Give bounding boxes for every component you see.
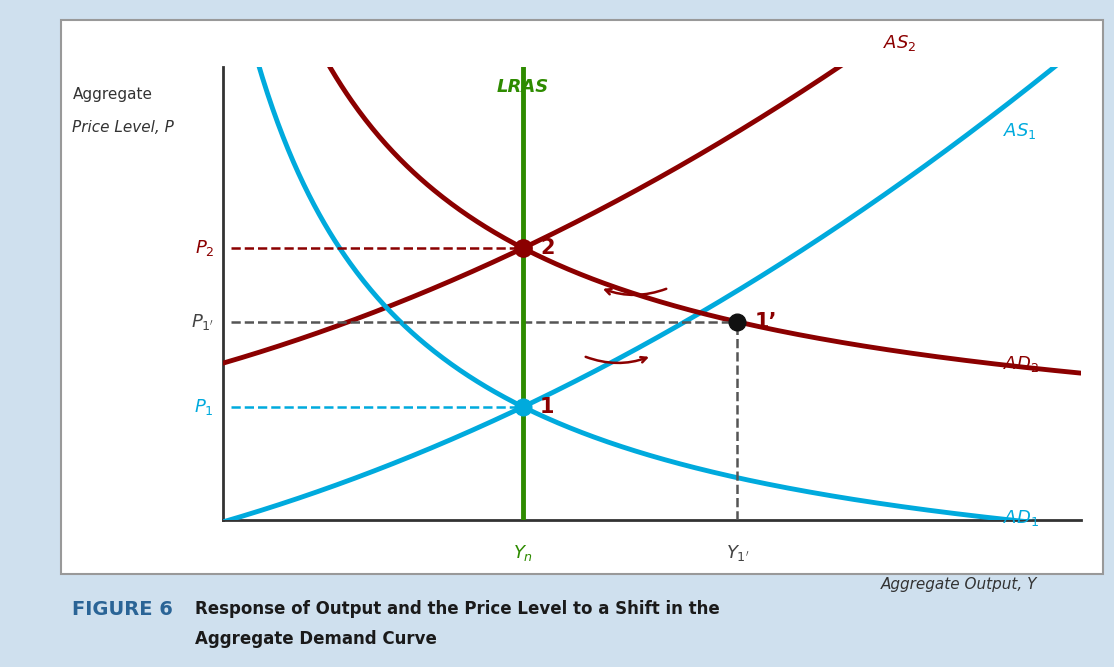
Text: Aggregate Output, Y: Aggregate Output, Y [881, 577, 1038, 592]
Text: FIGURE 6: FIGURE 6 [72, 600, 174, 619]
Text: $P_{1'}$: $P_{1'}$ [190, 312, 214, 331]
Text: $AS_1$: $AS_1$ [1004, 121, 1037, 141]
Text: $P_1$: $P_1$ [195, 397, 214, 417]
Text: $P_2$: $P_2$ [195, 238, 214, 258]
Text: Response of Output and the Price Level to a Shift in the: Response of Output and the Price Level t… [195, 600, 720, 618]
Text: $Y_{1'}$: $Y_{1'}$ [725, 543, 750, 563]
Text: $AD_2$: $AD_2$ [1004, 354, 1039, 374]
Text: $AD_1$: $AD_1$ [1004, 508, 1039, 528]
Text: $AS_2$: $AS_2$ [883, 33, 917, 53]
Text: Price Level, P: Price Level, P [72, 120, 174, 135]
Text: $Y_n$: $Y_n$ [512, 543, 534, 563]
Text: 2: 2 [540, 238, 555, 258]
Text: Aggregate Demand Curve: Aggregate Demand Curve [195, 630, 437, 648]
Text: 1’: 1’ [754, 312, 778, 331]
Text: Aggregate: Aggregate [72, 87, 153, 101]
Text: LRAS: LRAS [497, 78, 549, 96]
Text: 1: 1 [540, 397, 555, 417]
